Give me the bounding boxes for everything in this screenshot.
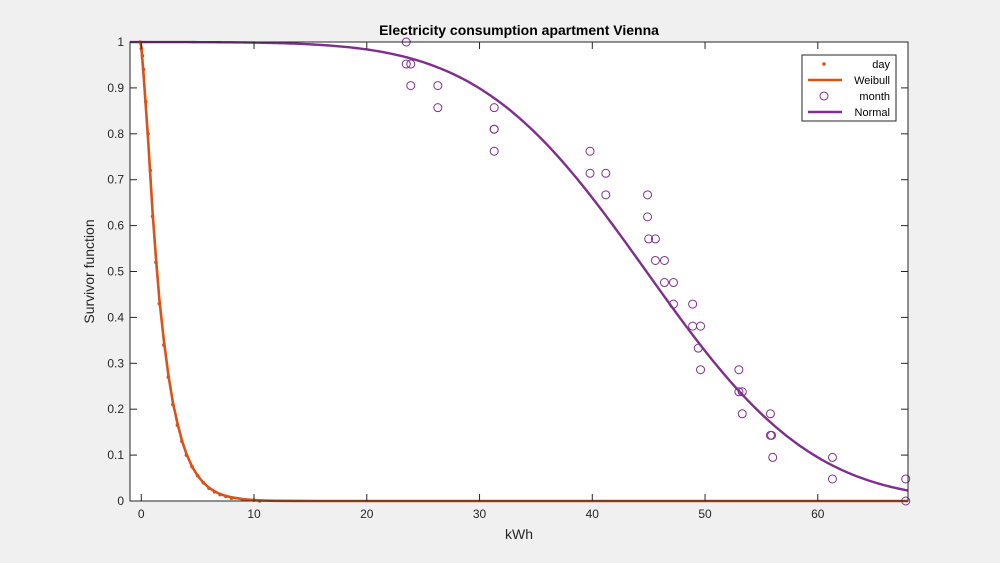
plot-area <box>130 42 908 501</box>
month-point <box>737 387 747 397</box>
month-point <box>734 365 744 375</box>
y-tick-label: 0.6 <box>107 219 124 233</box>
legend-month-marker <box>819 91 829 101</box>
legend-box <box>801 54 897 122</box>
month-point <box>406 81 416 91</box>
y-tick-label: 0.4 <box>107 310 124 324</box>
month-point <box>643 212 653 222</box>
month-point <box>650 255 660 265</box>
month-point <box>668 278 678 288</box>
month-point <box>401 59 411 69</box>
x-tick-label: 0 <box>138 507 145 521</box>
day-point <box>166 375 171 379</box>
month-point <box>433 81 443 91</box>
month-point <box>406 59 416 69</box>
month-point <box>688 299 698 309</box>
month-point <box>601 168 611 178</box>
day-point <box>143 99 148 104</box>
legend-label: month <box>859 91 890 103</box>
month-point <box>650 234 660 244</box>
y-tick-label: 0.5 <box>107 265 124 279</box>
day-point <box>148 168 153 173</box>
legend-label: Normal <box>855 107 890 119</box>
ticks-layer: 0 10 20 30 40 50 60 0 0.1 0.2 0.3 0.4 0.5 0.6 0.7 0.8 0.… <box>107 35 908 521</box>
day-point <box>175 423 180 428</box>
x-tick-label: 50 <box>698 507 712 521</box>
day-point <box>207 486 211 490</box>
y-tick-label: 1 <box>117 35 124 49</box>
day-point <box>162 343 166 347</box>
normal-fit-line <box>130 40 909 492</box>
x-tick-label: 40 <box>586 507 600 521</box>
month-point <box>601 190 611 200</box>
day-point <box>195 473 200 478</box>
y-tick-label: 0.9 <box>107 81 124 95</box>
month-point <box>767 430 777 440</box>
x-tick-label: 30 <box>473 507 487 521</box>
month-point <box>827 452 837 462</box>
month-point <box>768 452 778 462</box>
day-point <box>184 453 189 457</box>
month-point <box>644 234 654 244</box>
month-point <box>489 103 499 113</box>
x-tick-label: 10 <box>247 507 261 521</box>
day-point <box>150 214 155 219</box>
month-point <box>643 190 653 200</box>
x-tick-label: 20 <box>360 507 374 521</box>
legend[interactable]: day Weibull month Normal <box>801 54 897 122</box>
legend-label: Weibull <box>854 75 890 87</box>
day-point <box>224 494 228 499</box>
month-point <box>827 474 837 484</box>
month-point <box>489 124 499 134</box>
day-point <box>154 260 158 265</box>
month-point <box>489 146 499 156</box>
month-point <box>668 299 678 309</box>
y-tick-label: 0 <box>117 494 124 508</box>
day-point <box>212 490 217 494</box>
y-tick-label: 0.3 <box>107 356 124 370</box>
day-point <box>218 492 222 497</box>
month-point <box>585 168 595 178</box>
legend-day-marker <box>822 62 826 66</box>
day-point <box>171 402 175 407</box>
day-point <box>157 301 162 306</box>
month-point <box>659 278 669 288</box>
day-point <box>201 480 206 485</box>
day-point <box>140 53 145 58</box>
month-point <box>734 387 744 397</box>
day-point <box>190 464 194 469</box>
month-point <box>737 409 747 419</box>
month-point <box>696 321 706 331</box>
month-point <box>765 409 775 419</box>
day-point <box>180 439 184 444</box>
y-tick-label: 0.7 <box>107 173 124 187</box>
month-point <box>585 146 595 156</box>
month-point <box>696 365 706 375</box>
month-point <box>901 474 911 484</box>
month-point <box>433 103 443 113</box>
legend-label: day <box>872 59 890 71</box>
month-point <box>693 343 703 353</box>
month-point <box>659 255 669 265</box>
y-axis-label: Survivor function <box>81 219 97 323</box>
x-axis-label: kWh <box>505 526 533 542</box>
y-tick-label: 0.1 <box>107 448 124 462</box>
y-tick-label: 0.2 <box>107 402 124 416</box>
y-tick-label: 0.8 <box>107 127 124 141</box>
chart-title: Electricity consumption apartment Vienna <box>379 22 659 38</box>
day-point <box>146 132 150 136</box>
x-tick-label: 60 <box>811 507 825 521</box>
day-point <box>141 67 146 72</box>
day-point <box>229 496 234 501</box>
